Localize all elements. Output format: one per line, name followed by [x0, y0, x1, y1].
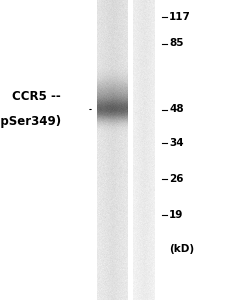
Text: CCR5 --: CCR5 --	[12, 91, 61, 103]
Text: 85: 85	[169, 38, 184, 49]
Text: 26: 26	[169, 173, 184, 184]
Text: (pSer349): (pSer349)	[0, 116, 61, 128]
Text: 117: 117	[169, 11, 191, 22]
Text: 34: 34	[169, 137, 184, 148]
Text: 19: 19	[169, 209, 183, 220]
Text: 48: 48	[169, 104, 184, 115]
Text: (kD): (kD)	[169, 244, 194, 254]
